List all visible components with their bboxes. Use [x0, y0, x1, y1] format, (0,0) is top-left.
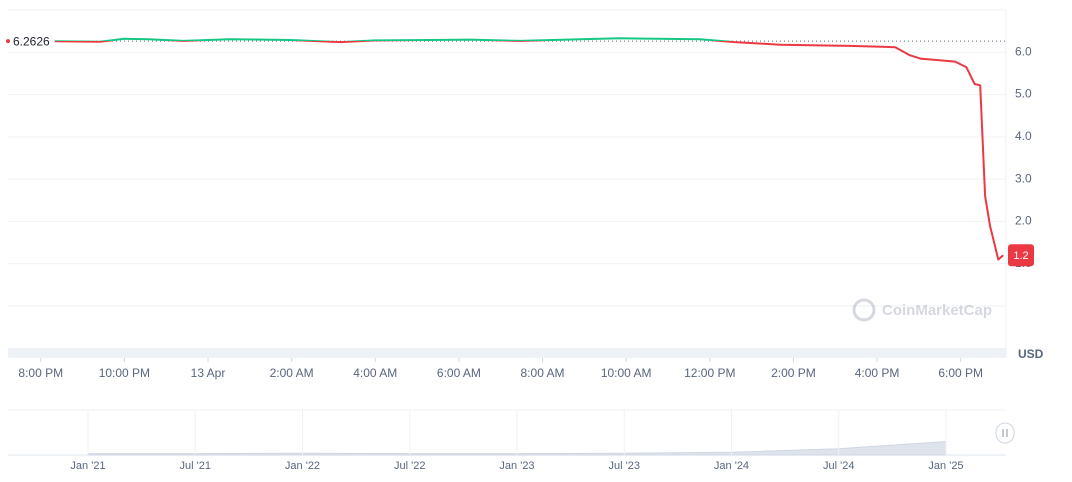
watermark-text: CoinMarketCap — [882, 302, 992, 319]
overview-tick-label: Jan '25 — [928, 460, 963, 472]
x-tick-label: 4:00 AM — [353, 366, 397, 380]
reference-label: 6.2626 — [13, 34, 50, 48]
x-tick-label: 6:00 AM — [437, 366, 481, 380]
x-tick-label: 4:00 PM — [855, 366, 900, 380]
y-tick-label: 2.0 — [1015, 214, 1032, 228]
reference-label-bg — [10, 33, 56, 50]
nav-handle[interactable] — [995, 422, 1015, 444]
y-tick-label: 3.0 — [1015, 171, 1032, 185]
x-tick-label: 13 Apr — [191, 366, 226, 380]
watermark: CoinMarketCap — [852, 298, 992, 322]
x-tick-label: 12:00 PM — [684, 366, 735, 380]
price-badge-label: 1.2 — [1013, 250, 1028, 262]
y-tick-label: 4.0 — [1015, 129, 1032, 143]
overview-tick-label: Jan '21 — [70, 460, 105, 472]
overview-tick-label: Jul '24 — [823, 460, 854, 472]
overview-tick-label: Jan '24 — [714, 460, 749, 472]
unit-label: USD — [1018, 347, 1044, 361]
price-line — [54, 37, 1004, 261]
price-badge — [1008, 244, 1034, 267]
overview-tick-label: Jul '22 — [394, 460, 425, 472]
overview-tick-label: Jan '22 — [285, 460, 320, 472]
watermark-logo — [852, 298, 876, 322]
x-tick-label: 10:00 AM — [601, 366, 652, 380]
reference-dot — [6, 39, 10, 44]
y-tick-label: 6.0 — [1015, 44, 1032, 58]
x-tick-label: 10:00 PM — [99, 366, 150, 380]
x-tick-label: 8:00 AM — [521, 366, 565, 380]
overview-tick-label: Jul '23 — [609, 460, 640, 472]
volume-strip — [8, 348, 1006, 358]
x-tick-label: 8:00 PM — [18, 366, 63, 380]
y-tick-label: 5.0 — [1015, 87, 1032, 101]
overview-tick-label: Jul '21 — [180, 460, 211, 472]
x-tick-label: 2:00 PM — [771, 366, 816, 380]
nav-handle-body[interactable] — [995, 422, 1015, 444]
overview-area — [87, 440, 947, 456]
x-tick-label: 6:00 PM — [938, 366, 983, 380]
x-tick-label: 2:00 AM — [270, 366, 314, 380]
overview-tick-label: Jan '23 — [499, 460, 534, 472]
